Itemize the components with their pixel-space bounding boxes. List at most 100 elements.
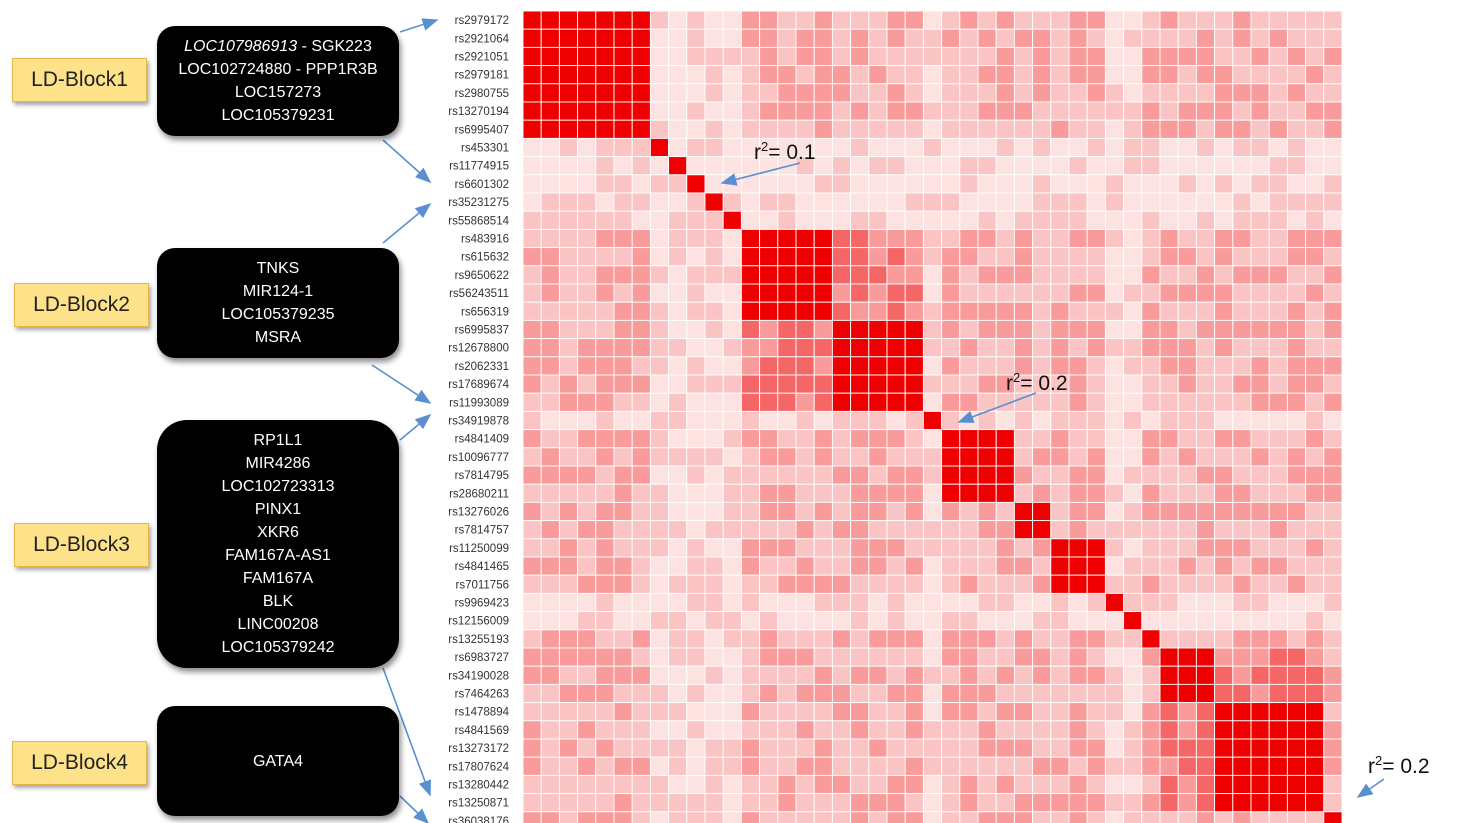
ld-cell bbox=[686, 101, 706, 121]
ld-cell bbox=[995, 447, 1015, 467]
ld-cell bbox=[941, 647, 961, 667]
ld-cell bbox=[868, 247, 888, 267]
ld-cell bbox=[868, 556, 888, 576]
ld-cell bbox=[1177, 447, 1197, 467]
ld-cell bbox=[1013, 28, 1034, 48]
ld-cell bbox=[668, 556, 688, 576]
ld-cell bbox=[1013, 156, 1034, 176]
ld-cell bbox=[959, 702, 979, 722]
ld-cell bbox=[704, 338, 724, 358]
ld-cell bbox=[1195, 647, 1216, 667]
ld-cell bbox=[1086, 192, 1106, 212]
ld-cell bbox=[1159, 501, 1179, 522]
ld-cell bbox=[813, 720, 833, 740]
ld-block3-label: LD-Block3 bbox=[14, 523, 149, 567]
gene-name: LOC105379231 bbox=[221, 107, 335, 124]
ld-cell bbox=[577, 410, 597, 431]
ld-cell bbox=[777, 228, 797, 249]
ld-cell bbox=[740, 629, 761, 649]
ld-cell bbox=[686, 665, 706, 685]
ld-cell bbox=[613, 774, 633, 795]
ld-cell bbox=[631, 465, 651, 485]
ld-cell bbox=[1232, 556, 1252, 576]
ld-cell bbox=[868, 228, 888, 249]
ld-cell bbox=[649, 665, 670, 685]
ld-cell bbox=[1050, 137, 1070, 158]
ld-cell bbox=[850, 811, 870, 823]
ld-cell bbox=[613, 10, 633, 30]
ld-cell bbox=[1104, 774, 1125, 795]
ld-cell bbox=[1068, 410, 1088, 431]
ld-cell bbox=[850, 702, 870, 722]
ld-cell bbox=[1032, 520, 1052, 540]
ld-cell bbox=[1068, 10, 1088, 30]
ld-cell bbox=[1141, 592, 1161, 613]
ld-cell bbox=[722, 683, 742, 704]
ld-cell bbox=[1323, 720, 1343, 740]
ld-cell bbox=[1086, 629, 1106, 649]
ld-cell bbox=[1268, 629, 1288, 649]
ld-cell bbox=[722, 538, 742, 558]
ld-cell bbox=[540, 410, 560, 431]
ld-cell bbox=[1323, 465, 1343, 485]
ld-cell bbox=[1195, 410, 1216, 431]
snp-label: rs10096777 bbox=[448, 452, 509, 464]
ld-cell bbox=[813, 774, 833, 795]
ld-cell bbox=[522, 410, 542, 431]
ld-cell bbox=[668, 192, 688, 212]
ld-cell bbox=[649, 756, 670, 776]
ld-cell bbox=[813, 356, 833, 376]
ld-cell bbox=[795, 611, 815, 631]
ld-cell bbox=[1232, 137, 1252, 158]
snp-label: rs2921051 bbox=[455, 52, 509, 64]
ld-cell bbox=[1068, 556, 1088, 576]
ld-cell bbox=[1177, 702, 1197, 722]
ld-cell bbox=[1323, 665, 1343, 685]
ld-cell bbox=[595, 811, 615, 823]
ld-cell bbox=[795, 465, 815, 485]
ld-cell bbox=[1268, 283, 1288, 303]
ld-cell bbox=[1268, 338, 1288, 358]
ld-cell bbox=[1068, 192, 1088, 212]
ld-cell bbox=[831, 702, 852, 722]
ld-cell bbox=[1032, 10, 1052, 30]
ld-cell bbox=[995, 702, 1015, 722]
ld-cell bbox=[795, 811, 815, 823]
ld-cell bbox=[813, 247, 833, 267]
ld-cell bbox=[649, 465, 670, 485]
ld-cell bbox=[904, 611, 924, 631]
ld-cell bbox=[904, 101, 924, 121]
ld-cell bbox=[704, 592, 724, 613]
ld-cell bbox=[558, 410, 579, 431]
ld-cell bbox=[1086, 228, 1106, 249]
ld-cell bbox=[1050, 538, 1070, 558]
gene-name: LINC00208 bbox=[237, 616, 319, 633]
ld-cell bbox=[759, 174, 779, 194]
ld-cell bbox=[1086, 756, 1106, 776]
ld-cell bbox=[922, 774, 943, 795]
ld-cell bbox=[1177, 774, 1197, 795]
ld-cell bbox=[1050, 10, 1070, 30]
ld-cell bbox=[595, 592, 615, 613]
ld-cell bbox=[1068, 247, 1088, 267]
ld-cell bbox=[1268, 65, 1288, 85]
ld-cell bbox=[868, 811, 888, 823]
ld-cell bbox=[1286, 174, 1307, 194]
ld-cell bbox=[1013, 46, 1034, 67]
ld-cell bbox=[1086, 283, 1106, 303]
ld-cell bbox=[1268, 774, 1288, 795]
ld-cell bbox=[1286, 574, 1307, 594]
ld-cell bbox=[1050, 83, 1070, 103]
ld-cell bbox=[977, 756, 997, 776]
ld-cell bbox=[1232, 265, 1252, 285]
ld-cell bbox=[1013, 283, 1034, 303]
ld-cell bbox=[995, 101, 1015, 121]
ld-cell bbox=[777, 483, 797, 503]
ld-cell bbox=[577, 520, 597, 540]
ld-cell bbox=[868, 520, 888, 540]
ld-cell bbox=[941, 10, 961, 30]
ld-cell bbox=[959, 483, 979, 503]
ld-cell bbox=[1050, 611, 1070, 631]
ld-cell bbox=[1013, 629, 1034, 649]
pointer-arrow bbox=[399, 18, 439, 33]
